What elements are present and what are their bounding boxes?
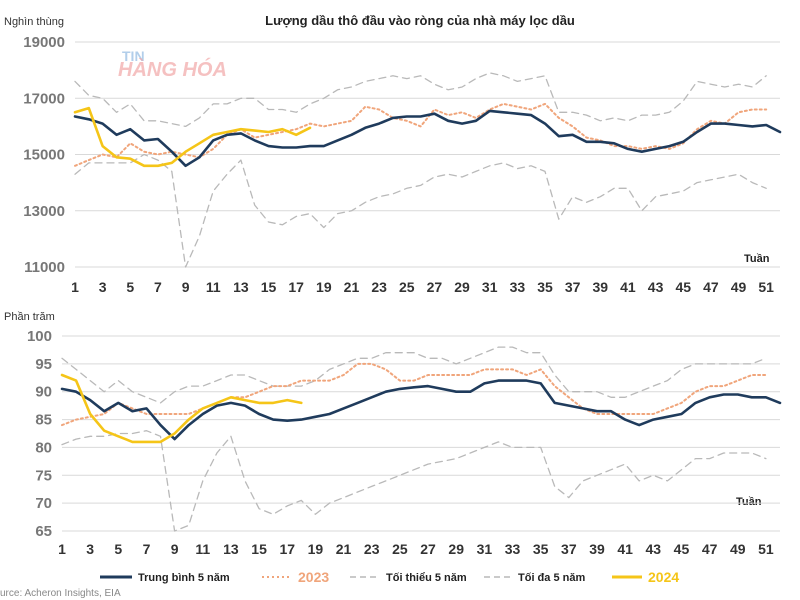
chart-2-ytick-label: 80 [35,439,52,456]
chart-2-xtick-label: 37 [561,541,577,557]
chart-2-xtick-label: 43 [646,541,662,557]
legend-label-max: Tối đa 5 năm [518,572,585,584]
chart-1-xtick-label: 47 [703,279,719,295]
chart-2-xtick-label: 49 [730,541,746,557]
chart-1-xtick-label: 29 [454,279,470,295]
chart-2-xtick-label: 1 [58,541,66,557]
chart-2-xtick-label: 17 [279,541,295,557]
chart-2-xtick-label: 31 [477,541,493,557]
chart-1-xtick-label: 3 [99,279,107,295]
chart-2-xtick-label: 21 [336,541,352,557]
chart-1-xtick-label: 51 [758,279,774,295]
chart-1-xtick-label: 49 [731,279,747,295]
chart-2-ytick-label: 65 [35,523,52,540]
chart-1-ytick-label: 11000 [24,259,65,276]
legend-item-avg: Trung bình 5 năm [100,572,230,584]
legend-item-max: Tối đa 5 năm [484,572,585,584]
chart-2-xtick-label: 25 [392,541,408,557]
chart-2-xtick-label: 5 [114,541,122,557]
chart-2-ytick-label: 100 [27,328,52,345]
chart-1-xtick-label: 43 [648,279,664,295]
source-note: urce: Acheron Insights, EIA [0,588,121,599]
chart-2-series-2024 [60,373,303,444]
chart-2-ytick-label: 75 [35,467,52,484]
chart-2-xtick-label: 35 [533,541,549,557]
chart-1-series-2024 [73,106,312,168]
chart-1-series-max [74,72,767,128]
chart-1-ytick-label: 15000 [23,147,65,164]
watermark-bottom-text: HÀNG HÓA [118,57,227,81]
chart-1-xtick-label: 19 [316,279,332,295]
chart-1-xtick-label: 25 [399,279,415,295]
chart-2-xtick-label: 39 [589,541,605,557]
legend-item-min: Tối thiểu 5 năm [350,572,467,584]
chart-2-xtick-label: 9 [171,541,179,557]
chart-1-series-avg [73,109,782,168]
chart-1-ytick-label: 17000 [23,90,65,107]
chart-2-xtick-label: 27 [420,541,436,557]
chart-2-xtick-label: 3 [86,541,94,557]
chart-2-ylabel: Phần trăm [4,311,55,323]
chart-1-xtick-label: 5 [126,279,134,295]
chart-1-xlabel: Tuần [744,253,770,265]
chart-2-ytick-label: 70 [35,495,52,512]
chart-2-xtick-label: 11 [195,541,210,557]
chart-1-xtick-label: 13 [233,279,249,295]
chart-2-xtick-label: 41 [617,541,633,557]
chart-1-xtick-label: 31 [482,279,498,295]
chart-2-xtick-label: 15 [251,541,267,557]
legend-item-2024: 2024 [612,569,679,585]
chart-1-xtick-label: 9 [182,279,190,295]
chart-2-series-max [61,346,767,404]
chart-1-xtick-label: 1 [71,279,79,295]
watermark-top-text: TIN [122,48,145,64]
chart-2-series-2023 [61,362,767,427]
chart-2-xtick-label: 51 [758,541,774,557]
legend-label-min: Tối thiểu 5 năm [386,572,467,584]
chart-2-xlabel: Tuần [736,496,762,508]
chart-1-xtick-label: 35 [537,279,553,295]
chart-2-xtick-label: 7 [143,541,151,557]
legend: Trung bình 5 năm 2023 Tối thiểu 5 năm Tố… [100,569,679,585]
chart-1-ytick-label: 19000 [23,34,65,51]
legend-label-2023: 2023 [298,569,329,585]
chart-2-xtick-label: 33 [505,541,521,557]
chart-2-series-avg [60,379,782,441]
chart-1-xtick-label: 21 [344,279,360,295]
chart-1-xtick-label: 33 [510,279,526,295]
watermark-logo: TIN HÀNG HÓA [118,48,227,81]
chart-1-xtick-label: 41 [620,279,636,295]
chart-1-xtick-label: 37 [565,279,581,295]
chart-2-ytick-label: 95 [35,356,52,373]
chart-1-ytick-label: 13000 [23,203,65,220]
chart-1-xtick-label: 45 [675,279,691,295]
chart-1-xtick-label: 27 [427,279,443,295]
chart-1-xtick-label: 7 [154,279,162,295]
chart-2-xtick-label: 19 [308,541,324,557]
chart-2-xtick-label: 45 [674,541,690,557]
legend-label-avg: Trung bình 5 năm [138,572,230,584]
chart-1-xtick-label: 11 [206,279,221,295]
chart-1-xtick-label: 17 [288,279,304,295]
chart-1-series-min [74,153,767,268]
chart-2-series-min [61,430,767,532]
chart-2-xtick-label: 29 [448,541,464,557]
chart-1-title: Lượng dầu thô đầu vào ròng của nhà máy l… [265,13,575,28]
chart-2-xtick-label: 47 [702,541,718,557]
chart-1-xtick-label: 15 [261,279,277,295]
chart-2-ytick-label: 90 [35,384,52,401]
chart-1-series-2023 [74,102,768,167]
legend-label-2024: 2024 [648,569,679,585]
chart-2-xtick-label: 23 [364,541,380,557]
chart-2-ytick-label: 85 [35,412,52,429]
chart-2-xtick-label: 13 [223,541,239,557]
chart-1-xtick-label: 23 [371,279,387,295]
chart-1-ylabel: Nghìn thùng [4,16,64,28]
chart-1-xtick-label: 39 [593,279,609,295]
legend-item-2023: 2023 [262,569,329,585]
